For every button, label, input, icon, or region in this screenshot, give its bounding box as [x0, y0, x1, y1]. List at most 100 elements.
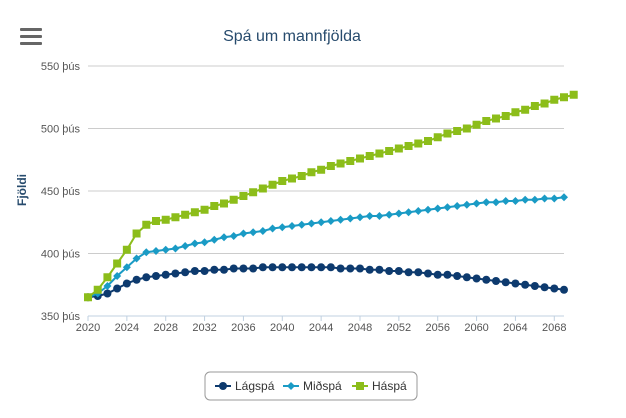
series: [84, 90, 578, 302]
x-tick-label: 2048: [348, 322, 372, 334]
data-point: [443, 129, 452, 138]
data-point: [404, 208, 413, 217]
data-point: [288, 263, 296, 272]
legend-box: [204, 371, 418, 401]
data-point: [530, 282, 539, 290]
data-point: [200, 205, 209, 214]
data-point: [433, 204, 442, 213]
menu-icon[interactable]: [20, 28, 42, 46]
data-point: [511, 279, 520, 288]
x-tick-label: 2060: [464, 322, 488, 334]
data-point: [229, 232, 238, 240]
x-tick-label: 2044: [309, 322, 333, 334]
data-point: [346, 214, 355, 223]
data-point: [103, 282, 112, 290]
data-point: [482, 117, 491, 125]
y-tick-label: 400 þús: [41, 249, 81, 261]
data-point: [297, 172, 306, 180]
legend[interactable]: Lágspá Miðspá Háspá: [204, 371, 418, 401]
data-point: [501, 278, 510, 287]
data-point: [375, 212, 384, 220]
data-point: [404, 268, 413, 277]
data-point: [258, 184, 267, 193]
data-point: [511, 108, 520, 117]
data-point: [550, 284, 559, 293]
data-point: [288, 222, 296, 230]
legend-item-2[interactable]: Miðspá: [283, 379, 342, 393]
data-point: [404, 142, 413, 150]
data-point: [482, 275, 491, 284]
y-tick-label: 450 þús: [41, 186, 81, 198]
data-point: [132, 229, 141, 238]
data-point: [142, 273, 151, 282]
y-axis-ticks: 350 þús 400 þús 450 þús 500 þús 550 þús: [41, 61, 81, 323]
data-point: [113, 284, 122, 293]
data-point: [317, 218, 326, 227]
data-point: [103, 289, 112, 298]
data-point: [190, 239, 199, 248]
data-point: [501, 197, 510, 205]
data-point: [492, 277, 500, 285]
data-point: [317, 165, 326, 174]
data-point: [229, 195, 238, 204]
data-point: [161, 270, 170, 279]
legend-item-1[interactable]: Lágspá: [215, 379, 275, 393]
data-point: [132, 275, 141, 284]
data-point: [443, 270, 452, 279]
data-point: [560, 193, 568, 202]
grid: [88, 65, 564, 317]
data-point: [326, 263, 335, 272]
data-point: [453, 272, 462, 280]
x-tick-label: 2020: [76, 322, 100, 334]
data-point: [142, 220, 151, 229]
data-point: [132, 254, 141, 263]
data-point: [210, 202, 219, 210]
data-point: [249, 264, 258, 273]
legend-label: Miðspá: [303, 379, 342, 393]
data-point: [356, 264, 364, 273]
data-point: [385, 267, 394, 275]
data-point: [414, 268, 423, 277]
data-point: [356, 154, 364, 163]
data-point: [249, 228, 258, 237]
data-point: [307, 168, 316, 177]
y-tick-label: 500 þús: [41, 124, 81, 136]
data-point: [569, 90, 578, 99]
data-point: [278, 263, 287, 272]
data-point: [346, 264, 355, 273]
data-point: [122, 245, 131, 254]
legend-item-3[interactable]: Háspá: [352, 379, 407, 393]
data-point: [356, 213, 364, 222]
data-point: [317, 263, 326, 272]
x-tick-label: 2024: [115, 322, 139, 334]
data-point: [113, 272, 122, 280]
data-point: [424, 205, 432, 214]
data-point: [161, 245, 170, 254]
x-tick-label: 2028: [153, 322, 177, 334]
chart-title: Spá um mannfjölda: [223, 28, 361, 45]
data-point: [346, 157, 355, 165]
data-point: [394, 144, 403, 153]
data-point: [113, 259, 122, 268]
data-point: [239, 229, 248, 238]
x-tick-label: 2032: [192, 322, 216, 334]
data-point: [336, 159, 345, 168]
series-2: [84, 193, 568, 302]
data-point: [385, 147, 394, 155]
data-point: [239, 192, 248, 200]
x-tick-label: 2052: [387, 322, 411, 334]
x-tick-label: 2036: [231, 322, 255, 334]
data-point: [511, 197, 520, 205]
data-point: [190, 208, 199, 217]
data-point: [530, 195, 539, 204]
data-point: [394, 267, 403, 275]
data-point: [492, 198, 500, 207]
data-point: [365, 212, 374, 220]
y-axis-label: Fjöldi: [15, 174, 29, 206]
data-point: [258, 263, 267, 272]
data-point: [103, 273, 112, 282]
data-point: [472, 274, 481, 283]
data-point: [93, 285, 102, 294]
data-point: [453, 127, 462, 135]
data-point: [394, 209, 403, 218]
